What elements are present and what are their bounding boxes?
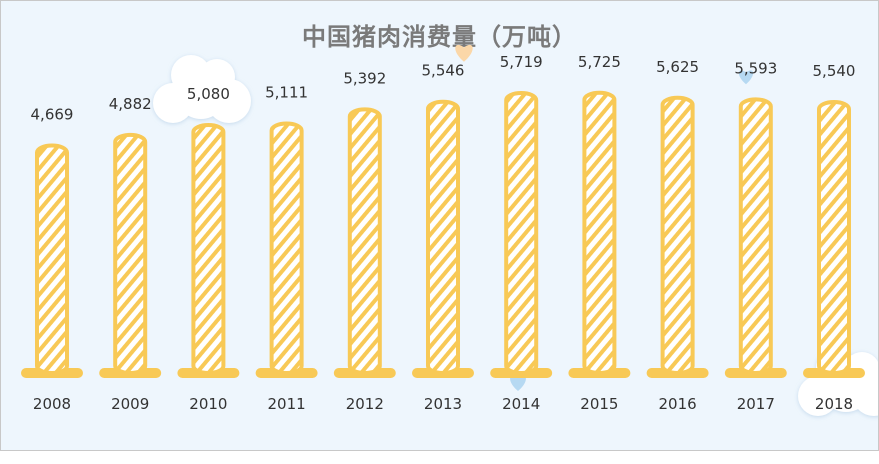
value-label: 5,725: [578, 53, 621, 71]
value-label: 5,111: [265, 83, 308, 101]
x-tick-label: 2016: [659, 395, 697, 413]
value-label: 5,080: [187, 85, 230, 103]
cloud-decoration-left: [153, 55, 251, 123]
x-tick-label: 2012: [346, 395, 384, 413]
bar: [738, 97, 773, 375]
bar: [269, 121, 304, 375]
value-label: 5,546: [422, 62, 465, 80]
x-tick-label: 2010: [189, 395, 227, 413]
value-label: 5,719: [500, 53, 543, 71]
value-label: 5,593: [734, 59, 777, 77]
x-tick-label: 2009: [111, 395, 149, 413]
bar: [191, 123, 226, 375]
chart-title: 中国猪肉消费量（万吨）: [302, 23, 577, 51]
bar: [426, 99, 460, 375]
bar: [347, 107, 382, 376]
heart-decoration-top: [455, 44, 473, 62]
x-tick-label: 2008: [33, 395, 71, 413]
x-tick-label: 2018: [815, 395, 853, 413]
value-label: 4,669: [31, 106, 74, 124]
bar: [113, 132, 148, 375]
bar: [504, 91, 539, 376]
x-tick-label: 2015: [580, 395, 618, 413]
value-label: 5,625: [656, 58, 699, 76]
value-label: 4,882: [109, 95, 152, 113]
bar: [660, 95, 695, 375]
chart-frame: 中国猪肉消费量（万吨） 4,669 2008 4,882 2009 5,080 2010 5…: [0, 0, 879, 451]
value-label: 5,392: [343, 69, 386, 87]
x-tick-label: 2017: [737, 395, 775, 413]
x-tick-label: 2014: [502, 395, 540, 413]
heart-decoration-right: [738, 70, 754, 85]
bar: [35, 143, 69, 375]
bar: [582, 90, 617, 375]
x-tick-label: 2013: [424, 395, 462, 413]
chart-plot: 4,669 2008 4,882 2009 5,080 2010 5,111 2011 5,39…: [21, 44, 878, 416]
x-tick-label: 2011: [268, 395, 306, 413]
bar: [817, 100, 851, 375]
value-label: 5,540: [813, 62, 856, 80]
heart-decoration-bottom: [510, 375, 526, 391]
